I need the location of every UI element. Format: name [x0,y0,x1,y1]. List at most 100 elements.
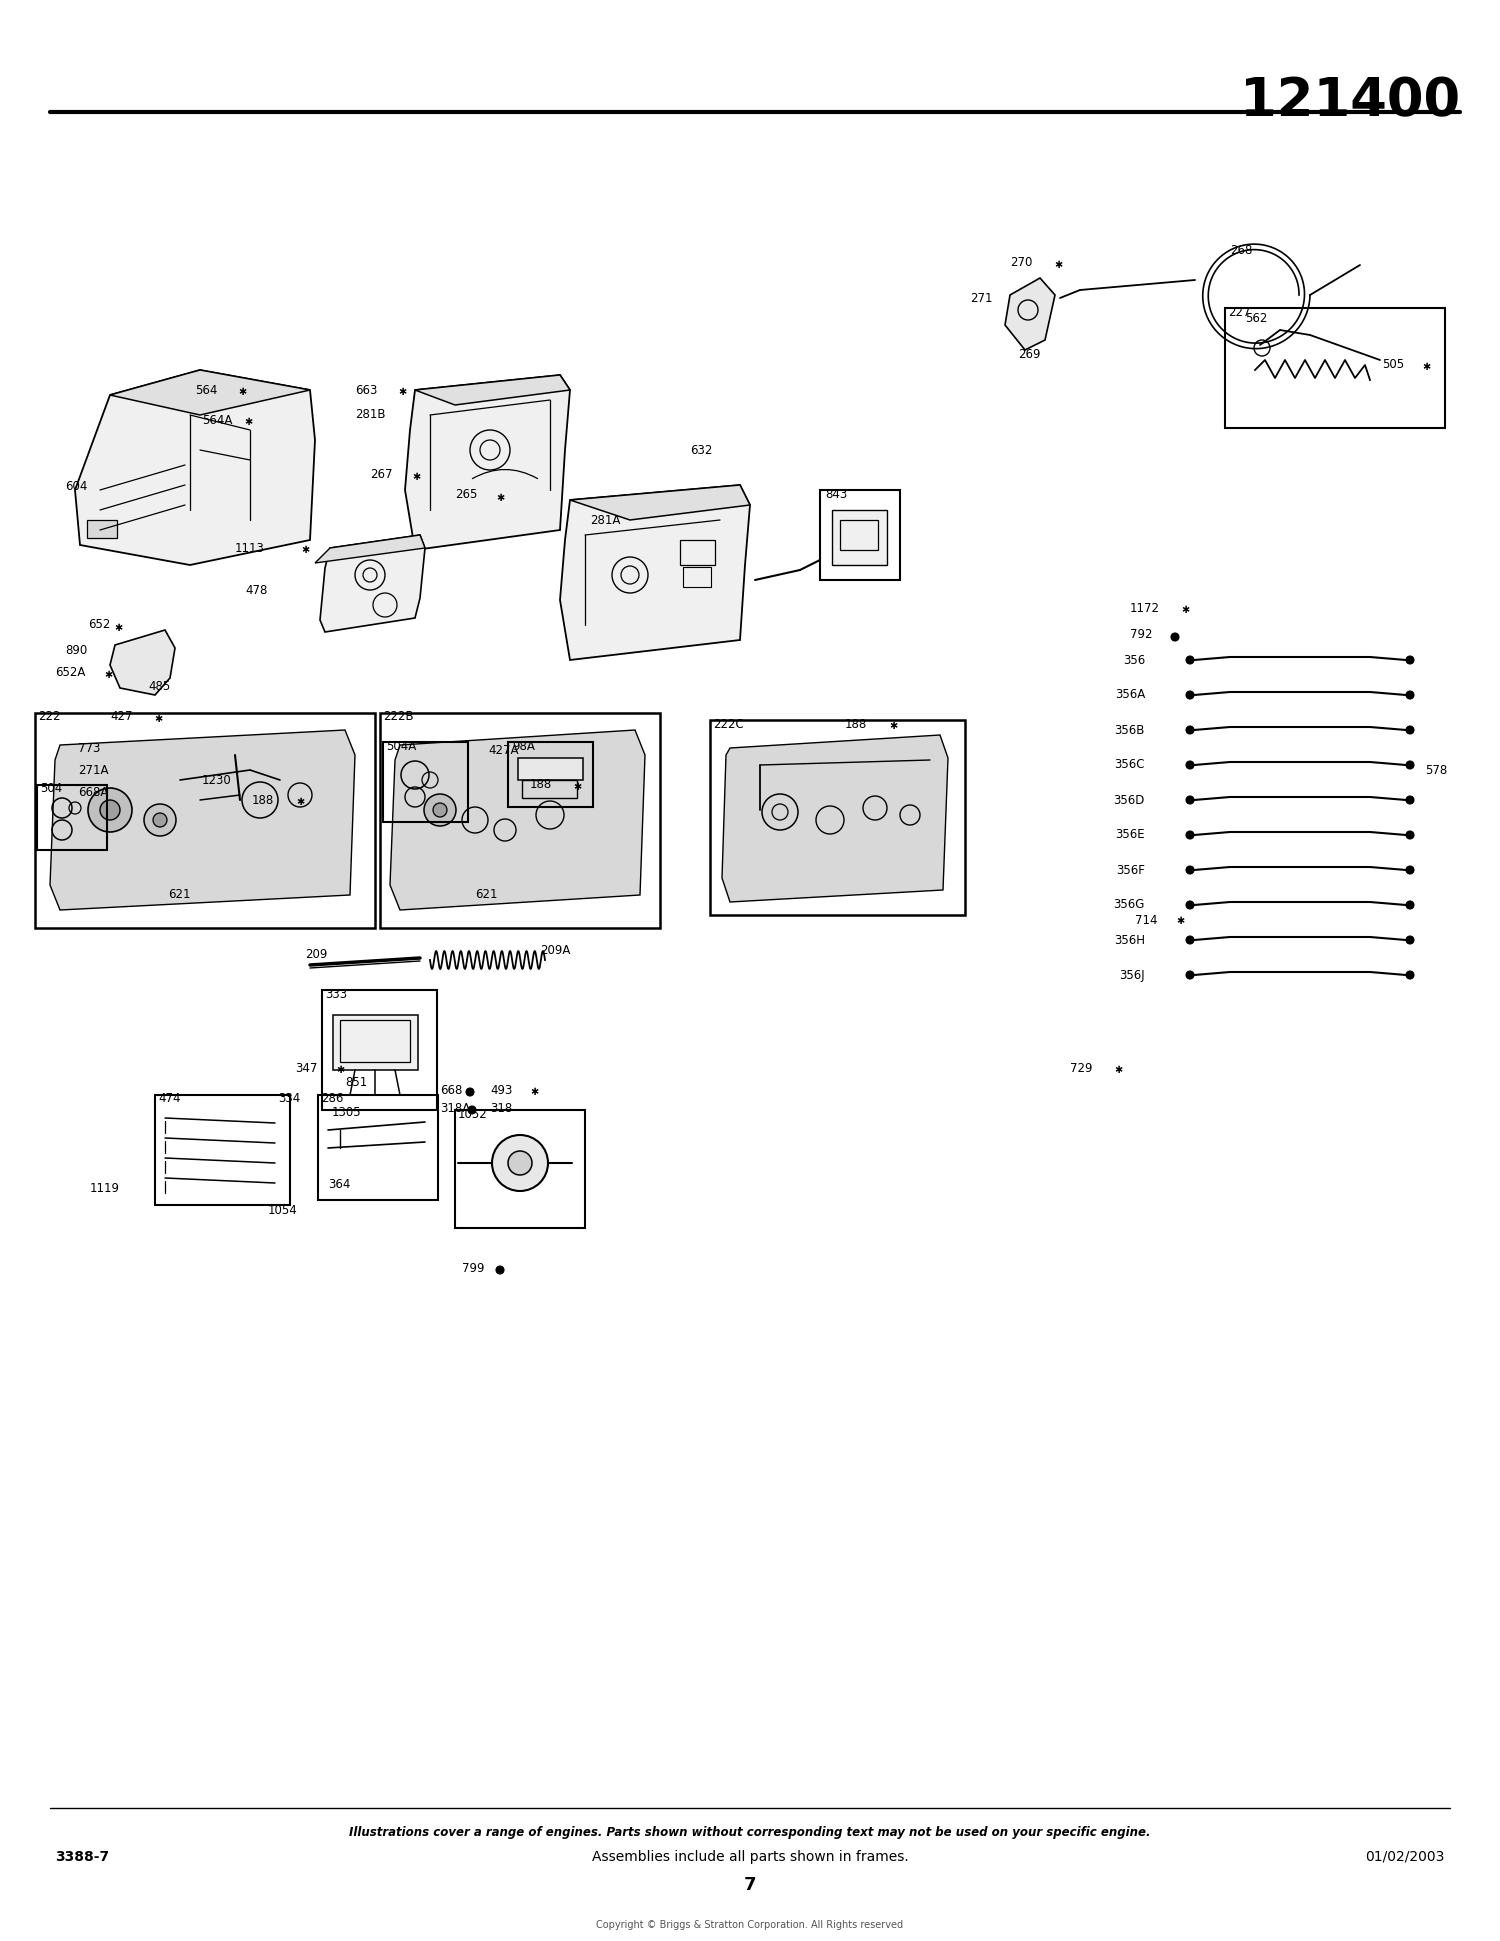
Circle shape [433,804,447,817]
Text: ✱: ✱ [104,670,112,679]
Bar [38,784,106,850]
Text: ✱: ✱ [890,720,897,732]
Circle shape [1186,936,1194,943]
Text: 799: 799 [462,1262,484,1275]
Text: ✱: ✱ [398,386,406,398]
Text: 281B: 281B [356,408,386,421]
Circle shape [153,813,166,827]
Text: 1305: 1305 [332,1106,362,1118]
Text: 505: 505 [1382,359,1404,371]
Text: Illustrations cover a range of engines. Parts shown without corresponding text m: Illustrations cover a range of engines. … [350,1826,1150,1838]
Circle shape [144,804,176,837]
Text: 632: 632 [690,443,712,456]
Text: 356E: 356E [1116,829,1144,842]
Text: 356C: 356C [1114,759,1144,771]
Text: 652A: 652A [56,666,86,679]
Text: 652: 652 [88,619,111,631]
Text: 318: 318 [490,1101,512,1114]
Text: 356B: 356B [1114,724,1144,736]
Text: 268: 268 [1230,243,1252,256]
Text: ✱: ✱ [496,493,504,503]
Text: 188: 188 [530,778,552,792]
Circle shape [468,1106,476,1114]
Text: 1054: 1054 [268,1203,297,1217]
Text: 578: 578 [1425,763,1448,776]
Text: ✱: ✱ [238,386,246,398]
Text: 3388-7: 3388-7 [56,1850,110,1863]
Text: ✱: ✱ [114,623,122,633]
Text: ✱: ✱ [573,782,580,792]
Text: 478: 478 [244,584,267,596]
Bar [34,712,375,928]
Text: ✱: ✱ [244,417,252,427]
Bar [710,720,964,914]
Text: 364: 364 [328,1178,351,1192]
Circle shape [1186,726,1194,734]
Bar [840,520,878,549]
Text: 1113: 1113 [236,542,266,555]
Text: 222: 222 [38,710,60,724]
Circle shape [509,1151,532,1174]
Text: 1052: 1052 [458,1108,488,1120]
Circle shape [1186,866,1194,873]
Text: 286: 286 [321,1093,344,1106]
Bar [318,1095,438,1200]
Bar [154,1095,290,1205]
Text: 271A: 271A [78,763,108,776]
Text: 427A: 427A [488,743,519,757]
Circle shape [1186,831,1194,839]
Text: ✱: ✱ [1422,363,1430,373]
Text: 267: 267 [370,468,393,481]
Text: 729: 729 [1070,1062,1092,1075]
Text: 851: 851 [345,1077,368,1089]
Text: 269: 269 [1019,349,1041,361]
Polygon shape [1005,278,1054,349]
Text: Assemblies include all parts shown in frames.: Assemblies include all parts shown in fr… [591,1850,909,1863]
Bar [333,1015,418,1069]
Circle shape [88,788,132,833]
Text: 890: 890 [64,644,87,656]
Circle shape [1172,633,1179,641]
Text: 773: 773 [78,741,101,755]
Polygon shape [320,536,424,633]
Text: 356: 356 [1122,654,1144,666]
Polygon shape [75,371,315,565]
Text: 356A: 356A [1114,689,1144,701]
Text: 474: 474 [158,1093,180,1106]
Text: 1172: 1172 [1130,602,1160,615]
Text: 564A: 564A [202,413,232,427]
Circle shape [1406,936,1414,943]
Bar [1226,309,1444,429]
Text: 7: 7 [744,1877,756,1894]
Text: 271: 271 [970,291,993,305]
Text: ✱: ✱ [413,472,420,481]
Circle shape [1186,656,1194,664]
Text: ✱: ✱ [1176,916,1184,926]
Text: 270: 270 [1010,256,1032,268]
Text: 227: 227 [1228,305,1251,318]
Text: ✱: ✱ [302,545,309,555]
Text: 333: 333 [326,988,346,1000]
Text: 621: 621 [168,889,190,901]
Circle shape [1406,726,1414,734]
Text: 604: 604 [64,481,87,493]
Text: ✱: ✱ [154,714,162,724]
Text: 485: 485 [148,679,170,693]
Circle shape [1406,970,1414,978]
Circle shape [1406,866,1414,873]
Text: 621: 621 [476,889,498,901]
Text: 01/02/2003: 01/02/2003 [1365,1850,1444,1863]
Text: 334: 334 [278,1091,300,1104]
Bar [382,741,468,821]
Text: 504: 504 [40,782,62,796]
Polygon shape [416,375,570,406]
Text: 356D: 356D [1113,794,1144,807]
Circle shape [1186,761,1194,769]
Text: 356J: 356J [1119,969,1144,982]
Text: ✱: ✱ [1054,260,1062,270]
Text: 222B: 222B [382,710,414,724]
Text: 356G: 356G [1113,899,1144,912]
Polygon shape [110,631,176,695]
Polygon shape [570,485,750,520]
Text: 1230: 1230 [202,774,231,786]
